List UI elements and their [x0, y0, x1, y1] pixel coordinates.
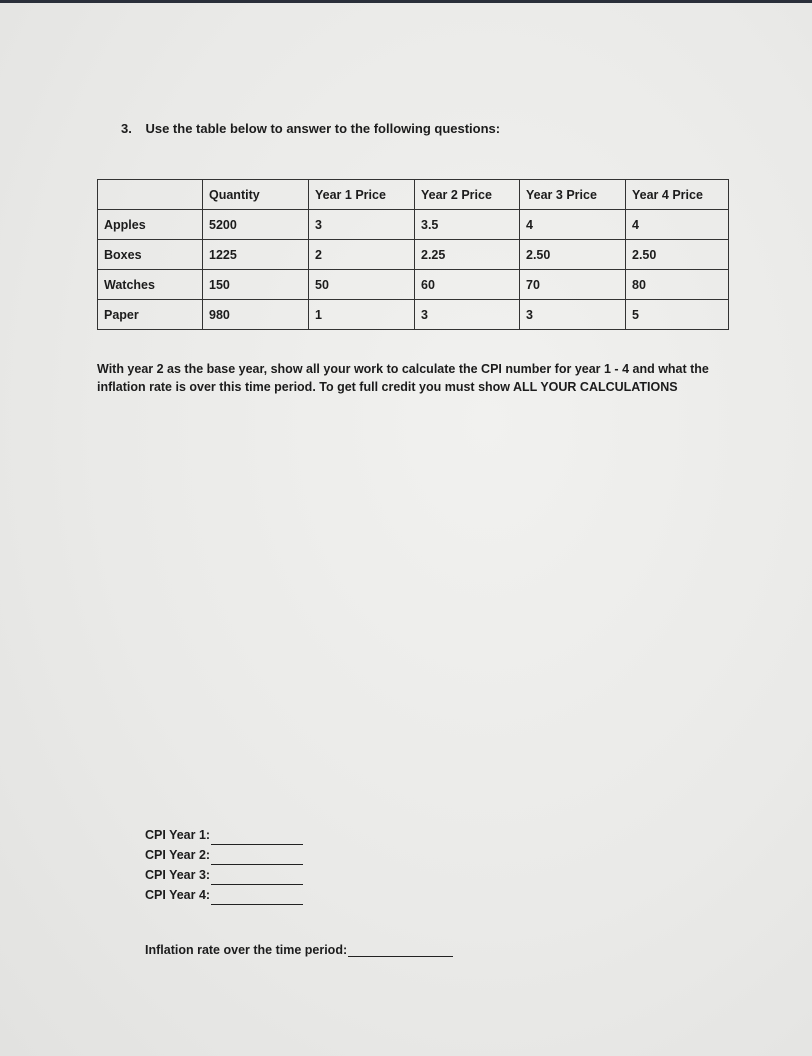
table-header-cell: Year 2 Price	[414, 179, 520, 210]
cpi-blank[interactable]	[211, 892, 304, 905]
table-row: Apples 5200 3 3.5 4 4	[97, 209, 729, 240]
table-cell: 3	[308, 209, 415, 240]
table-cell: 5200	[202, 209, 309, 240]
table-cell: 60	[414, 269, 520, 300]
table-cell: Paper	[97, 299, 203, 330]
table-header-cell: Year 3 Price	[519, 179, 626, 210]
cpi-blank[interactable]	[211, 872, 304, 885]
table-cell: 2.50	[519, 239, 626, 270]
price-table: Quantity Year 1 Price Year 2 Price Year 3 P…	[97, 179, 729, 330]
cpi-blank[interactable]	[211, 832, 304, 845]
cpi-label: CPI Year 4:	[145, 888, 211, 902]
table-cell: Apples	[97, 209, 203, 240]
inflation-label: Inflation rate over the time period:	[145, 943, 348, 957]
table-cell: 2.25	[414, 239, 520, 270]
instructions: With year 2 as the base year, show all y…	[97, 362, 709, 394]
table-cell: 2	[308, 239, 415, 270]
cpi-answer-lines: CPI Year 1: CPI Year 2: CPI Year 3: CPI Yea…	[145, 825, 304, 905]
question-prompt: Use the table below to answer to the fol…	[145, 121, 501, 136]
cpi-row: CPI Year 4:	[145, 885, 304, 905]
inflation-blank[interactable]	[348, 944, 454, 957]
cpi-label: CPI Year 1:	[145, 828, 211, 842]
cpi-row: CPI Year 1:	[145, 825, 304, 845]
table-row: Boxes 1225 2 2.25 2.50 2.50	[97, 239, 729, 270]
table-header-cell: Quantity	[202, 179, 309, 210]
table-header-row: Quantity Year 1 Price Year 2 Price Year 3 P…	[97, 179, 729, 210]
table-cell: Watches	[97, 269, 203, 300]
table-cell: 3.5	[414, 209, 520, 240]
table-cell: 3	[414, 299, 520, 330]
cpi-row: CPI Year 2:	[145, 845, 304, 865]
table-cell: 50	[308, 269, 415, 300]
table-cell: 1	[308, 299, 415, 330]
cpi-blank[interactable]	[211, 852, 304, 865]
cpi-label: CPI Year 2:	[145, 848, 211, 862]
table-cell: 80	[625, 269, 729, 300]
table-row: Paper 980 1 3 3 5	[97, 299, 729, 330]
table-cell: 3	[519, 299, 626, 330]
question-heading: 3. Use the table below to answer to the …	[121, 121, 500, 136]
table-cell: 980	[202, 299, 309, 330]
table-header-cell	[97, 179, 203, 210]
table-cell: 70	[519, 269, 626, 300]
table-row: Watches 150 50 60 70 80	[97, 269, 729, 300]
table-cell: 2.50	[625, 239, 729, 270]
question-number: 3.	[121, 121, 132, 136]
page-top-edge	[0, 0, 812, 3]
inflation-answer-line: Inflation rate over the time period:	[145, 943, 454, 957]
table-cell: 5	[625, 299, 729, 330]
table-cell: 4	[519, 209, 626, 240]
cpi-row: CPI Year 3:	[145, 865, 304, 885]
table-header-cell: Year 1 Price	[308, 179, 415, 210]
table-cell: Boxes	[97, 239, 203, 270]
cpi-label: CPI Year 3:	[145, 868, 211, 882]
table-cell: 1225	[202, 239, 309, 270]
table-cell: 150	[202, 269, 309, 300]
table-cell: 4	[625, 209, 729, 240]
table-header-cell: Year 4 Price	[625, 179, 729, 210]
